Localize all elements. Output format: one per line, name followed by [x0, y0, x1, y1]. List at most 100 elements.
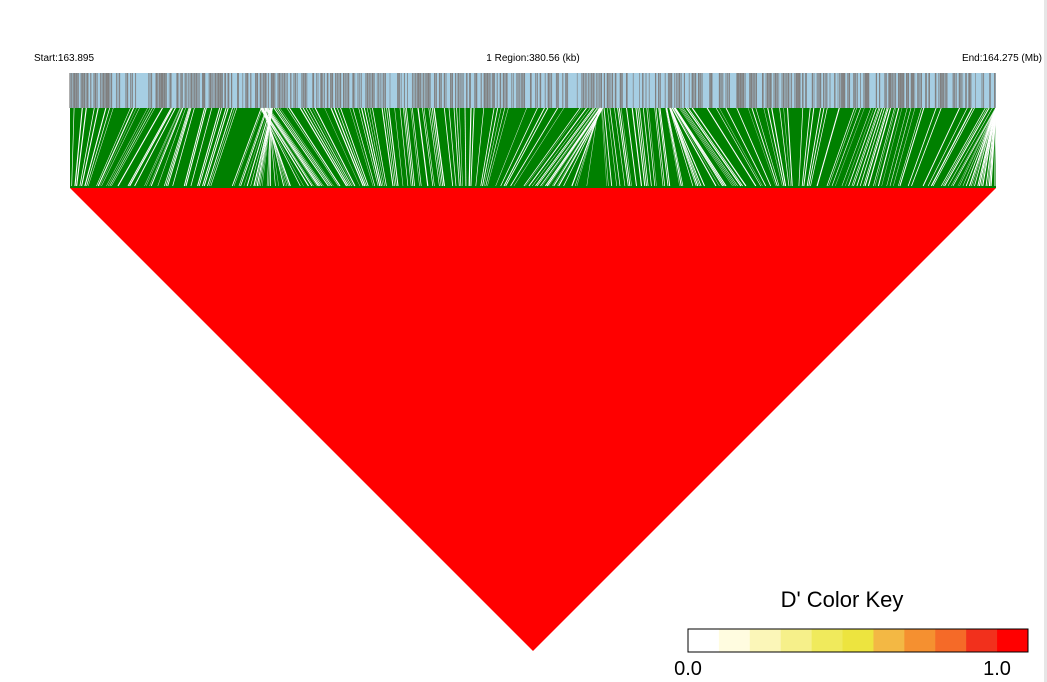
color-key-border — [687, 628, 1029, 653]
connector-gap-line — [273, 107, 329, 187]
connector-gap-line — [548, 107, 602, 187]
connector-gap-line — [952, 107, 997, 187]
connector-gap-line — [626, 107, 637, 187]
connector-gap-line — [535, 107, 594, 187]
connector-gap-line — [637, 107, 647, 187]
connector-gap-line — [358, 107, 379, 187]
connector-gap-line — [238, 107, 267, 187]
connector-gap-line — [747, 107, 776, 187]
connector-gap-line — [261, 107, 313, 187]
connector-gap-line — [674, 107, 727, 187]
connector-gap-line — [495, 107, 527, 187]
connector-gap-line — [363, 107, 382, 187]
connector-gap-line — [423, 107, 435, 187]
connector-gap-line — [349, 107, 374, 187]
connector-gap-line — [942, 107, 988, 187]
connector-gap-line — [947, 107, 993, 187]
connector-gap-line — [665, 107, 682, 187]
connector-gap-line — [402, 107, 412, 187]
connector-gap-line — [845, 107, 874, 187]
connector-gap-line — [685, 107, 742, 187]
connector-gap-line — [264, 107, 317, 187]
connector-gap-line — [146, 107, 181, 187]
connector-gap-line — [183, 107, 206, 187]
connector-gap-line — [609, 107, 621, 187]
connector-gap-line — [864, 107, 889, 187]
connector-gap-line — [97, 107, 135, 187]
connector-gap-line — [487, 107, 509, 187]
connector-gap-line — [877, 107, 900, 187]
connector-gaps — [71, 107, 997, 187]
connector-gap-line — [669, 107, 699, 187]
color-key-max-label: 1.0 — [983, 658, 1011, 680]
connector-gap-line — [779, 107, 790, 187]
connector-gap-line — [384, 107, 396, 187]
snp-ticks — [69, 73, 996, 108]
color-key-cell — [811, 629, 844, 652]
connector-gap-line — [453, 107, 460, 187]
connector-gap-line — [185, 107, 207, 187]
connector-gap-line — [149, 107, 183, 187]
connector-gap-line — [898, 107, 922, 187]
connector-gap-line — [286, 107, 339, 187]
connector-gap-line — [899, 107, 925, 187]
connector-gap-line — [614, 107, 626, 187]
connector-gap-line — [927, 107, 968, 187]
connector-gap-line — [503, 107, 545, 187]
connector-gap-line — [500, 107, 538, 187]
connector-gap-line — [528, 107, 587, 187]
connector-gap-line — [962, 107, 997, 187]
connector-gap-line — [669, 107, 702, 187]
connector-gap-line — [646, 107, 656, 187]
connector-gap-line — [468, 107, 472, 187]
connector-gap-line — [673, 107, 724, 187]
connector-gap-line — [81, 107, 99, 187]
connector-gap-line — [944, 107, 990, 187]
connector-gap-line — [930, 107, 973, 187]
connector-gap-line — [324, 107, 361, 187]
connector-gap-line — [164, 107, 190, 187]
connector-gap-line — [828, 107, 857, 187]
connector-gap-line — [288, 107, 341, 187]
connector-gap-line — [369, 107, 385, 187]
connector-gap-line — [394, 107, 404, 187]
ld-triangle — [70, 188, 996, 651]
connector-gap-line — [84, 107, 107, 187]
connector-gap-line — [806, 107, 822, 187]
connector-gap-line — [767, 107, 785, 187]
connector-gap-line — [990, 107, 997, 187]
connector-gap-line — [674, 107, 725, 187]
connector-gap-line — [302, 107, 349, 187]
connector-gap-line — [835, 107, 865, 187]
connector-gap-line — [422, 107, 434, 187]
connector-gap-line — [957, 107, 997, 187]
connector-gap-line — [889, 107, 912, 187]
connector-gap-line — [260, 107, 309, 187]
connector-gap-line — [456, 107, 462, 187]
connector-gap-line — [366, 107, 384, 187]
connector-gap-line — [771, 107, 787, 187]
color-key-cell — [966, 629, 998, 652]
connector-gap-line — [399, 107, 409, 187]
connector-gap-line — [308, 107, 352, 187]
connector-gap-line — [459, 107, 463, 187]
connector-gap-line — [911, 107, 942, 187]
connector-gap-line — [687, 107, 743, 187]
connector-gap-line — [203, 107, 229, 187]
color-key-cell — [749, 629, 782, 652]
connector-gap-line — [330, 107, 364, 187]
connector-gap-line — [786, 107, 793, 187]
connector-gap-line — [210, 107, 238, 187]
connector-gap-line — [411, 107, 422, 187]
connector-gap-line — [150, 107, 184, 187]
connector-gap-line — [525, 107, 583, 187]
connector-gap-line — [669, 107, 694, 187]
connector-gap-line — [202, 107, 227, 187]
connector-gap-line — [443, 107, 454, 187]
window-edge — [1044, 0, 1047, 682]
connector-gap-line — [314, 107, 356, 187]
snp-position-track — [69, 73, 996, 108]
connector-gap-line — [264, 107, 286, 187]
connector-gap-line — [99, 107, 137, 187]
